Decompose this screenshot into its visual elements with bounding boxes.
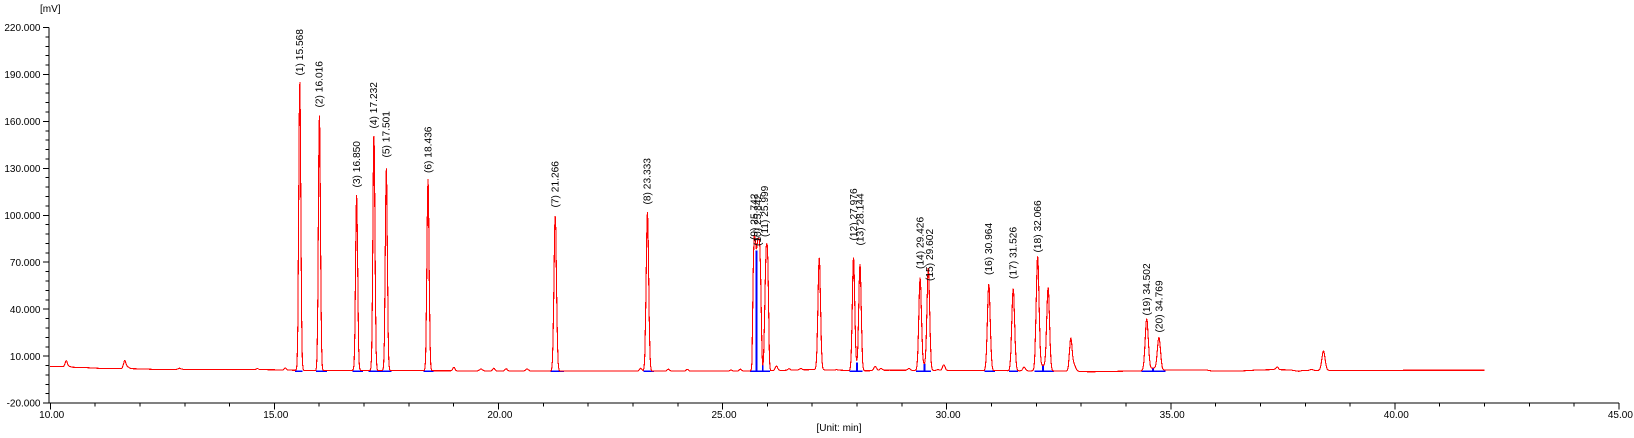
svg-text:(14) 29.426: (14) 29.426 bbox=[916, 217, 927, 269]
svg-text:(3) 16.850: (3) 16.850 bbox=[352, 141, 363, 188]
svg-text:(11) 25.999: (11) 25.999 bbox=[760, 185, 771, 237]
svg-text:20.00: 20.00 bbox=[487, 410, 512, 421]
svg-text:(10) 25.842: (10) 25.842 bbox=[753, 194, 764, 246]
svg-text:(18) 32.066: (18) 32.066 bbox=[1033, 200, 1044, 252]
svg-text:220.000: 220.000 bbox=[4, 23, 41, 34]
svg-text:(15) 29.602: (15) 29.602 bbox=[925, 229, 936, 281]
svg-text:40.000: 40.000 bbox=[10, 305, 41, 316]
svg-text:10.00: 10.00 bbox=[39, 410, 64, 421]
svg-text:(19) 34.502: (19) 34.502 bbox=[1142, 263, 1153, 315]
svg-text:(6) 18.436: (6) 18.436 bbox=[423, 126, 434, 173]
svg-text:45.00: 45.00 bbox=[1608, 410, 1633, 421]
svg-text:(9) 25.742: (9) 25.742 bbox=[749, 193, 760, 240]
svg-text:10.000: 10.000 bbox=[10, 352, 41, 363]
svg-text:(7) 21.266: (7) 21.266 bbox=[551, 161, 562, 208]
svg-text:30.00: 30.00 bbox=[936, 410, 961, 421]
svg-text:25.00: 25.00 bbox=[711, 410, 736, 421]
svg-text:40.00: 40.00 bbox=[1384, 410, 1409, 421]
svg-text:190.000: 190.000 bbox=[4, 70, 41, 81]
svg-text:15.00: 15.00 bbox=[263, 410, 288, 421]
svg-text:(17) 31.526: (17) 31.526 bbox=[1009, 227, 1020, 279]
svg-text:(13) 28.144: (13) 28.144 bbox=[856, 193, 867, 245]
svg-text:(16) 30.964: (16) 30.964 bbox=[984, 223, 995, 275]
svg-text:[mV]: [mV] bbox=[40, 4, 61, 15]
svg-text:(2) 16.016: (2) 16.016 bbox=[315, 61, 326, 108]
svg-text:35.00: 35.00 bbox=[1160, 410, 1185, 421]
svg-text:100.000: 100.000 bbox=[4, 211, 41, 222]
svg-text:-20.000: -20.000 bbox=[7, 399, 41, 410]
svg-text:(12) 27.976: (12) 27.976 bbox=[849, 188, 860, 240]
svg-text:[Unit: min]: [Unit: min] bbox=[816, 423, 861, 434]
svg-text:(5) 17.501: (5) 17.501 bbox=[382, 111, 393, 158]
svg-text:70.000: 70.000 bbox=[10, 258, 41, 269]
svg-text:160.000: 160.000 bbox=[4, 117, 41, 128]
svg-text:130.000: 130.000 bbox=[4, 164, 41, 175]
svg-text:(4) 17.232: (4) 17.232 bbox=[369, 82, 380, 129]
svg-text:(1) 15.568: (1) 15.568 bbox=[295, 29, 306, 76]
svg-text:(20) 34.769: (20) 34.769 bbox=[1154, 280, 1165, 332]
svg-text:(8) 23.333: (8) 23.333 bbox=[643, 158, 654, 205]
